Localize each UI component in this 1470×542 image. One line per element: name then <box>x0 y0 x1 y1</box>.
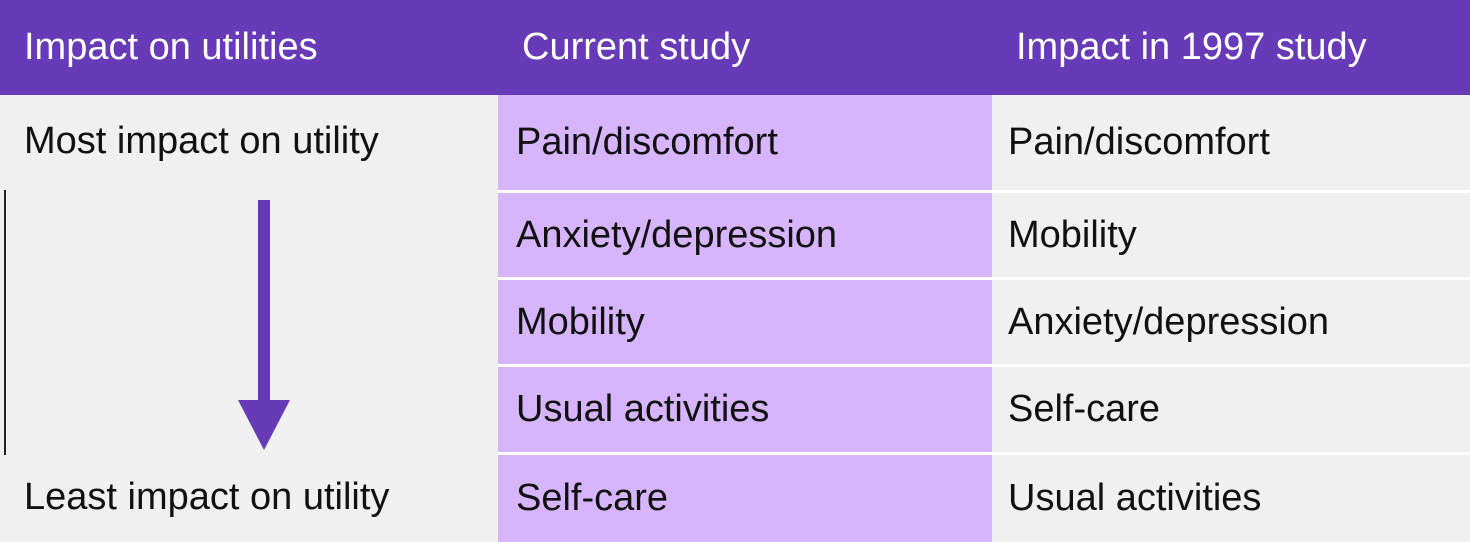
table-cell: Pain/discomfort <box>992 95 1470 190</box>
table-cell: Self-care <box>992 364 1470 452</box>
scale-top: Most impact on utility <box>24 119 379 162</box>
header-cell: Impact in 1997 study <box>992 0 1470 95</box>
header-cell: Current study <box>498 0 992 95</box>
table-cell: Usual activities <box>498 364 992 452</box>
scale-column <box>0 95 498 542</box>
left-rule <box>4 190 6 455</box>
table-cell: Anxiety/depression <box>498 190 992 277</box>
table-cell: Mobility <box>992 190 1470 277</box>
scale-bottom: Least impact on utility <box>24 475 390 518</box>
table-cell: Usual activities <box>992 452 1470 542</box>
table-cell: Mobility <box>498 277 992 364</box>
table-cell: Self-care <box>498 452 992 542</box>
down-arrow <box>238 200 290 450</box>
table-cell: Pain/discomfort <box>498 95 992 190</box>
header-cell: Impact on utilities <box>0 0 498 95</box>
table-cell: Anxiety/depression <box>992 277 1470 364</box>
